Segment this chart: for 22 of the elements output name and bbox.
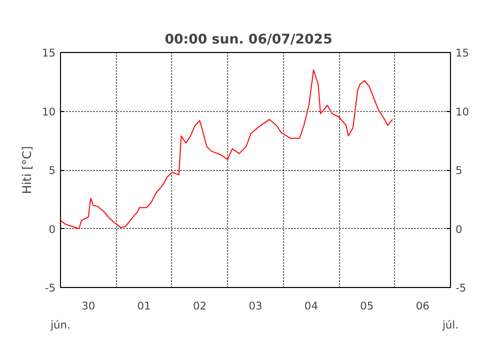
y-tick-label: 15 — [42, 46, 56, 60]
y2-tick-label: -5 — [456, 282, 466, 294]
text: jún. — [50, 318, 70, 332]
y2-tick-label: 0 — [456, 222, 462, 236]
y-tick-label: 0 — [48, 222, 56, 236]
x-tick-label: 01 — [137, 300, 151, 312]
line-series — [60, 70, 393, 230]
x-tick-label: 05 — [360, 300, 374, 312]
x-tick-label: 06 — [416, 300, 430, 312]
x-tick-label: 30 — [82, 300, 96, 312]
text: júl. — [441, 318, 459, 332]
y2-tick-label: 15 — [456, 46, 470, 60]
y-tick-label: -5 — [44, 282, 56, 294]
y-tick-label: 10 — [42, 105, 56, 118]
y-axis-title: Hiti [°C] — [20, 146, 34, 194]
y-tick-label: 5 — [48, 164, 56, 177]
y2-tick-label: 5 — [456, 164, 462, 177]
chart-title: 00:00 sun. 06/07/2025 — [164, 32, 332, 48]
x-tick-label: 02 — [193, 300, 207, 312]
x-tick-label: 03 — [248, 300, 262, 312]
x-tick-label: 04 — [304, 300, 318, 312]
y2-tick-label: 10 — [456, 105, 470, 118]
